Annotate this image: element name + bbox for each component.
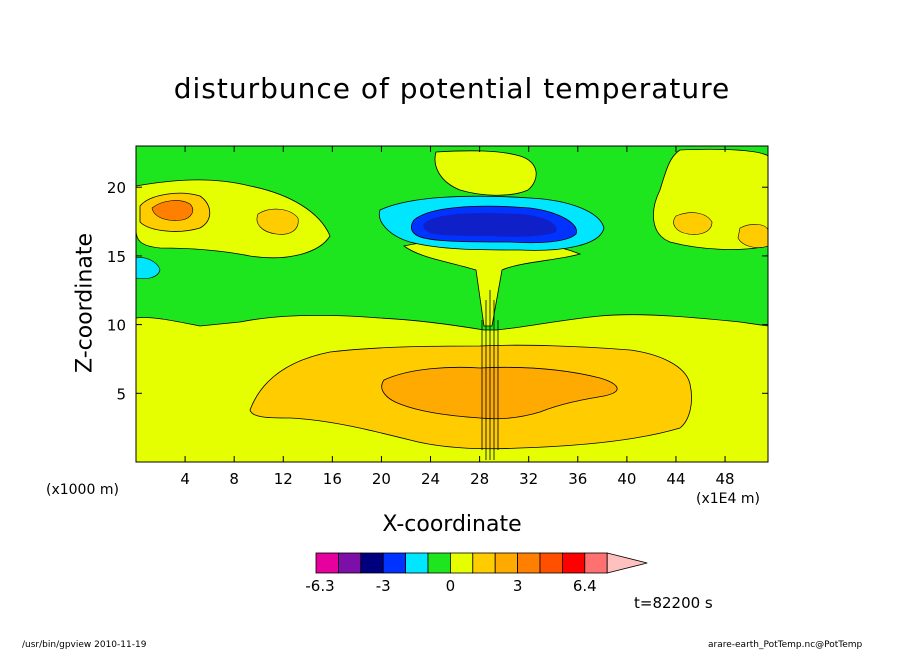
contour-regions	[136, 146, 768, 462]
colorbar-cell	[449, 552, 474, 574]
region-darkorange-upper-left	[151, 200, 194, 221]
y-tick-label: 5	[116, 385, 126, 403]
x-scale-label: (x1E4 m)	[696, 491, 760, 507]
x-tick-label: 40	[617, 470, 636, 488]
colorbar: -6.3 -3 0 3 6.4	[305, 552, 648, 595]
x-axis-label: X-coordinate	[382, 512, 522, 537]
plot-frame	[135, 145, 769, 463]
colorbar-tick-label: 0	[446, 577, 456, 595]
colorbar-cell	[517, 552, 541, 574]
y-tick-label: 10	[107, 317, 126, 335]
x-unit-label: (x1000 m)	[46, 482, 119, 498]
x-tick-label: 8	[229, 470, 239, 488]
colorbar-arrow	[606, 552, 648, 574]
colorbar-tick-label: -3	[376, 577, 391, 595]
colorbar-cell	[472, 552, 496, 574]
x-tick-label: 16	[323, 470, 342, 488]
x-ticks: 4 8 12 16 20 24 28 32 36 40 44 48	[180, 146, 735, 488]
colorbar-cell	[337, 552, 362, 574]
colorbar-cell	[562, 552, 586, 574]
colorbar-cell	[427, 552, 451, 574]
colorbar-cell	[584, 552, 608, 574]
colorbar-cell	[315, 552, 339, 574]
region-orange-upper-left2	[256, 208, 299, 235]
time-label: t=82200 s	[634, 594, 713, 612]
colorbar-cell	[539, 552, 563, 574]
chart-title: disturbunce of potential temperature	[173, 72, 731, 105]
central-wave-lines	[481, 290, 499, 460]
x-tick-label: 48	[716, 470, 735, 488]
y-tick-label: 20	[107, 179, 126, 197]
x-tick-label: 28	[470, 470, 489, 488]
x-tick-label: 20	[372, 470, 391, 488]
footer-left-label: /usr/bin/gpview 2010-11-19	[22, 640, 147, 650]
region-orange-upper-right2	[737, 224, 768, 248]
region-cyan-left	[136, 257, 161, 280]
colorbar-tick-label: 3	[513, 577, 523, 595]
region-dark-blue	[423, 212, 557, 237]
colorbar-tick-label: -6.3	[305, 577, 334, 595]
y-ticks: 5 10 15 20	[107, 179, 768, 403]
y-tick-label: 15	[107, 248, 126, 266]
x-tick-label: 32	[519, 470, 538, 488]
footer-right-label: arare-earth_PotTemp.nc@PotTemp	[708, 640, 863, 650]
colorbar-cell	[360, 552, 384, 574]
colorbar-tick-label: 6.4	[573, 577, 597, 595]
x-tick-label: 36	[568, 470, 587, 488]
region-orange-upper-right	[673, 212, 713, 235]
x-tick-label: 24	[421, 470, 440, 488]
region-yellow-upper	[434, 150, 537, 196]
colorbar-cell	[382, 552, 407, 574]
x-tick-label: 4	[180, 470, 190, 488]
colorbar-cell	[494, 552, 519, 574]
x-tick-label: 44	[666, 470, 685, 488]
x-tick-label: 12	[274, 470, 293, 488]
colorbar-cell	[405, 552, 429, 574]
